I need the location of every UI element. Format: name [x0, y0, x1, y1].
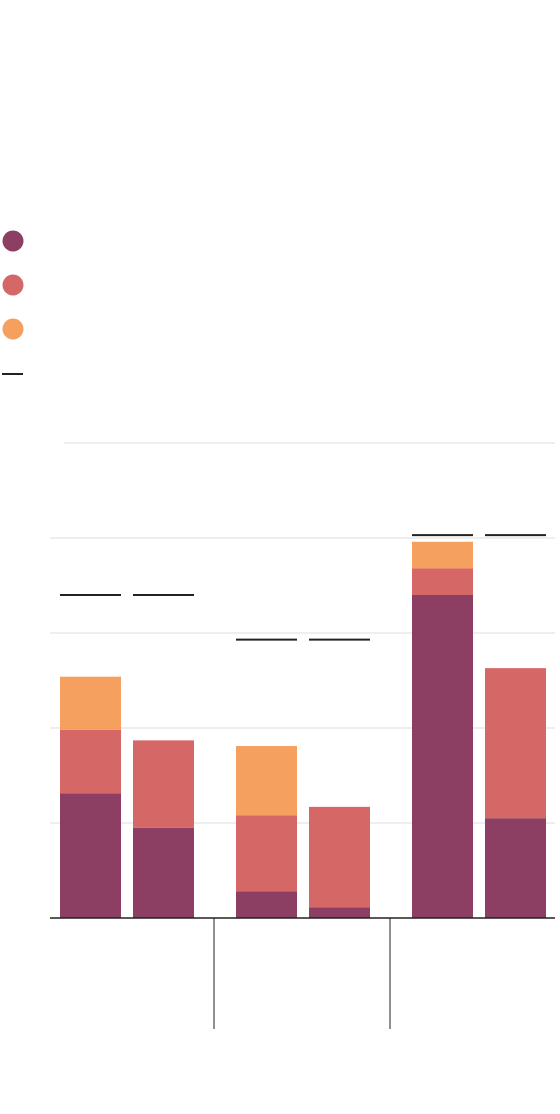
bar-5-segment-2 [412, 568, 473, 595]
bar-4-segment-2 [309, 806, 370, 908]
bar-5-segment-1 [412, 595, 473, 918]
bar-6-segment-2 [485, 668, 546, 819]
bar-4-segment-1 [309, 907, 370, 918]
bar-5-segment-3 [412, 541, 473, 569]
bar-3-segment-1 [236, 891, 297, 918]
gridlines [50, 442, 555, 824]
bar-1-segment-3 [60, 676, 121, 730]
bar-1-segment-1 [60, 793, 121, 918]
target-lines [60, 534, 546, 641]
legend-marker-3 [2, 318, 24, 340]
legend-marker-2 [2, 274, 24, 296]
legend-marker-1 [2, 230, 24, 252]
bar-3-segment-3 [236, 746, 297, 816]
bar-1-segment-2 [60, 729, 121, 794]
bars [60, 541, 546, 918]
bar-6-segment-1 [485, 818, 546, 918]
bar-2-segment-2 [133, 740, 194, 828]
bar-3-segment-2 [236, 815, 297, 892]
legend [2, 230, 24, 375]
bar-2-segment-1 [133, 827, 194, 918]
axes [50, 917, 555, 1029]
